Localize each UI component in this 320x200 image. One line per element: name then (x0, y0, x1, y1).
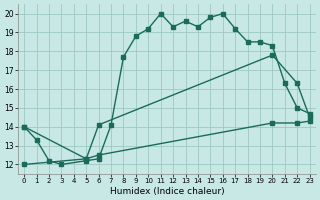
X-axis label: Humidex (Indice chaleur): Humidex (Indice chaleur) (109, 187, 224, 196)
